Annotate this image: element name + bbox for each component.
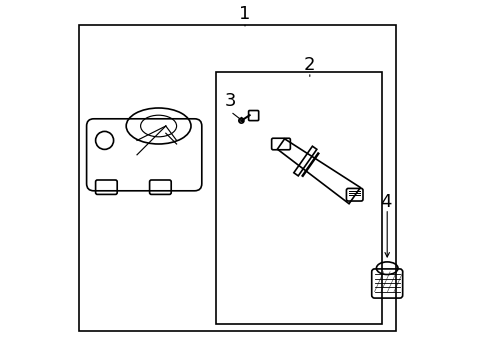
Text: 1: 1 <box>239 5 251 23</box>
Text: 2: 2 <box>304 56 316 74</box>
Bar <box>79 25 396 331</box>
Text: 4: 4 <box>380 193 391 211</box>
Bar <box>216 72 382 324</box>
Text: 3: 3 <box>225 92 236 110</box>
